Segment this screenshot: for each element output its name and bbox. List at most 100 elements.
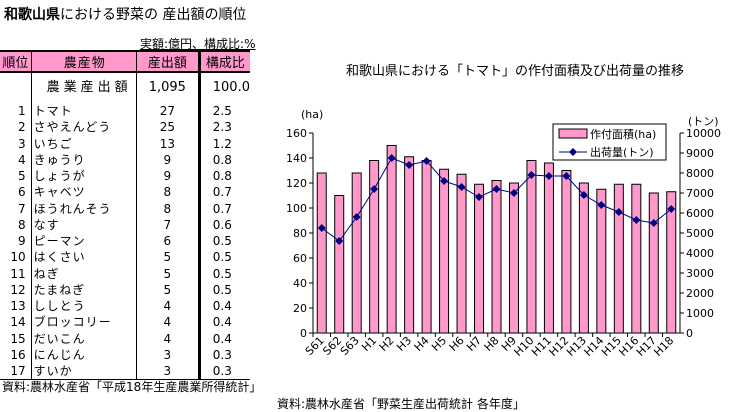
title-prefecture: 和歌山県 — [4, 7, 60, 23]
product-cell: キャベツ — [30, 184, 137, 201]
share-cell: 0.3 — [199, 363, 250, 381]
value-cell: 3 — [136, 363, 201, 381]
value-cell: 4 — [136, 298, 201, 315]
bar — [316, 172, 327, 334]
y-tick-label: 140 — [286, 152, 307, 165]
bar — [596, 188, 607, 334]
value-cell: 9 — [136, 151, 201, 168]
rank-cell: 6 — [18, 185, 26, 200]
product-cell: しょうが — [30, 168, 137, 185]
x-tick-label: S63 — [338, 334, 362, 358]
product-cell: ししとう — [30, 298, 137, 315]
y-tick-label: 120 — [286, 177, 307, 190]
y2-axis-label: (トン) — [688, 115, 719, 128]
line-marker — [317, 224, 326, 232]
total-label: 農業産出額 — [30, 72, 137, 103]
value-cell: 5 — [136, 249, 201, 266]
bar — [439, 168, 450, 334]
product-cell: ピーマン — [30, 233, 137, 250]
table-row: 2 さやえんどう 25 2.3 — [0, 119, 250, 136]
line-marker — [614, 208, 623, 216]
table-row: 1 トマト 27 2.5 — [0, 103, 250, 120]
bar — [613, 183, 624, 334]
rank-cell: 1 — [18, 104, 26, 119]
share-cell: 2.3 — [212, 120, 232, 135]
y2-tick-label: 3000 — [686, 267, 714, 280]
y-tick-label: 60 — [293, 252, 307, 265]
line-marker — [387, 154, 396, 162]
share-cell: 0.4 — [212, 315, 232, 330]
bar — [474, 183, 485, 334]
bar — [578, 182, 589, 334]
chart-title: 和歌山県における「トマト」の作付面積及び出荷量の推移 — [345, 64, 684, 79]
bar — [386, 145, 397, 334]
rank-cell: 14 — [10, 315, 26, 330]
rank-cell: 16 — [10, 347, 26, 362]
value-cell: 5 — [136, 281, 201, 298]
table-row: 12 たまねぎ 5 0.5 — [0, 281, 250, 298]
y2-tick-label: 7000 — [686, 187, 714, 200]
bar — [334, 195, 345, 334]
rank-cell: 13 — [10, 299, 26, 314]
share-cell: 1.2 — [212, 136, 232, 151]
y-tick-label: 80 — [293, 227, 307, 240]
y-tick-label: 40 — [293, 277, 307, 290]
rank-cell: 17 — [0, 363, 32, 381]
bar — [369, 160, 380, 334]
table-row: 4 きゅうり 9 0.8 — [0, 151, 250, 168]
line-marker — [335, 237, 344, 245]
product-cell: だいこん — [30, 330, 137, 347]
table-row: 16 にんじん 3 0.3 — [0, 346, 250, 363]
share-cell: 0.8 — [212, 152, 232, 167]
table-row: 5 しょうが 9 0.8 — [0, 168, 250, 185]
product-cell: はくさい — [30, 249, 137, 266]
y2-tick-label: 8000 — [686, 167, 714, 180]
bar — [526, 160, 537, 334]
ranking-table: 順位 農産物 産出額 構成比 農業産出額 1,095 100.0 1 トマト 27 2… — [0, 50, 250, 381]
bar — [421, 160, 432, 334]
table-row: 8 なす 7 0.6 — [0, 216, 250, 233]
value-cell: 4 — [136, 330, 201, 347]
legend-line-marker — [569, 148, 577, 156]
bar — [351, 172, 362, 334]
table-row: 13 ししとう 4 0.4 — [0, 298, 250, 315]
table-title: 和歌山県における野菜の 産出額の順位 — [4, 4, 246, 24]
bar — [508, 182, 519, 334]
table-row: 15 だいこん 4 0.4 — [0, 330, 250, 347]
rank-cell: 3 — [18, 136, 26, 151]
value-cell: 8 — [136, 184, 201, 201]
legend-bar-label: 作付面積(ha) — [590, 127, 656, 141]
line-marker — [492, 185, 501, 193]
chart-source: 資料:農林水産省「野菜生産出荷統計 各年度」 — [277, 397, 525, 411]
rank-cell: 2 — [18, 120, 26, 135]
y2-tick-label: 1000 — [686, 307, 714, 320]
share-cell: 0.3 — [212, 347, 232, 362]
bar — [404, 156, 415, 334]
table-row: 10 はくさい 5 0.5 — [0, 249, 250, 266]
line-marker — [475, 193, 484, 201]
table-row: 7 ほうれんそう 8 0.7 — [0, 200, 250, 217]
bar — [456, 173, 467, 334]
y2-tick-label: 4000 — [686, 247, 714, 260]
product-cell: たまねぎ — [30, 281, 137, 298]
line-marker — [544, 172, 553, 180]
y2-tick-label: 6000 — [686, 207, 714, 220]
line-marker — [562, 172, 571, 180]
product-cell: ブロッコリー — [30, 314, 137, 331]
value-cell: 9 — [136, 168, 201, 185]
unit-note: 実額:億円、構成比:% — [140, 37, 256, 51]
y2-tick-label: 0 — [686, 327, 693, 340]
y-tick-label: 20 — [293, 302, 307, 315]
value-cell: 3 — [136, 346, 201, 363]
bar — [666, 191, 677, 334]
total-row: 農業産出額 1,095 100.0 — [0, 72, 250, 103]
header-share: 構成比 — [199, 50, 250, 73]
table-row: 6 キャベツ 8 0.7 — [0, 184, 250, 201]
y2-tick-label: 9000 — [686, 147, 714, 160]
line-marker — [457, 183, 466, 191]
y2-tick-label: 2000 — [686, 287, 714, 300]
rank-cell: 8 — [18, 217, 26, 232]
total-value: 1,095 — [136, 72, 201, 103]
table-row: 17 すいか 3 0.3 — [0, 363, 250, 381]
y2-tick-label: 5000 — [686, 227, 714, 240]
